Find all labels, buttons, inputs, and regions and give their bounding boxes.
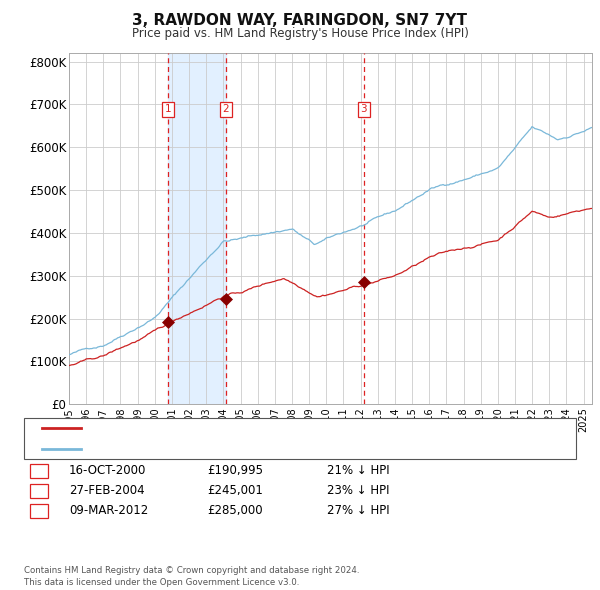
Text: 3, RAWDON WAY, FARINGDON, SN7 7YT: 3, RAWDON WAY, FARINGDON, SN7 7YT bbox=[133, 13, 467, 28]
Text: £285,000: £285,000 bbox=[207, 504, 263, 517]
Text: 23% ↓ HPI: 23% ↓ HPI bbox=[327, 484, 389, 497]
Text: £190,995: £190,995 bbox=[207, 464, 263, 477]
Text: 2: 2 bbox=[223, 104, 229, 114]
Text: 2: 2 bbox=[35, 486, 43, 496]
Text: 1: 1 bbox=[165, 104, 172, 114]
Text: 21% ↓ HPI: 21% ↓ HPI bbox=[327, 464, 389, 477]
Bar bbox=[169, 53, 226, 404]
Text: Contains HM Land Registry data © Crown copyright and database right 2024.
This d: Contains HM Land Registry data © Crown c… bbox=[24, 566, 359, 587]
Text: Price paid vs. HM Land Registry's House Price Index (HPI): Price paid vs. HM Land Registry's House … bbox=[131, 27, 469, 40]
Text: £245,001: £245,001 bbox=[207, 484, 263, 497]
Text: 09-MAR-2012: 09-MAR-2012 bbox=[69, 504, 148, 517]
Text: 3: 3 bbox=[361, 104, 367, 114]
Text: HPI: Average price, detached house, Vale of White Horse: HPI: Average price, detached house, Vale… bbox=[87, 444, 383, 454]
Text: 3, RAWDON WAY, FARINGDON, SN7 7YT (detached house): 3, RAWDON WAY, FARINGDON, SN7 7YT (detac… bbox=[87, 423, 387, 432]
Text: 3: 3 bbox=[35, 506, 43, 516]
Text: 1: 1 bbox=[35, 466, 43, 476]
Text: 16-OCT-2000: 16-OCT-2000 bbox=[69, 464, 146, 477]
Text: 27% ↓ HPI: 27% ↓ HPI bbox=[327, 504, 389, 517]
Text: 27-FEB-2004: 27-FEB-2004 bbox=[69, 484, 145, 497]
